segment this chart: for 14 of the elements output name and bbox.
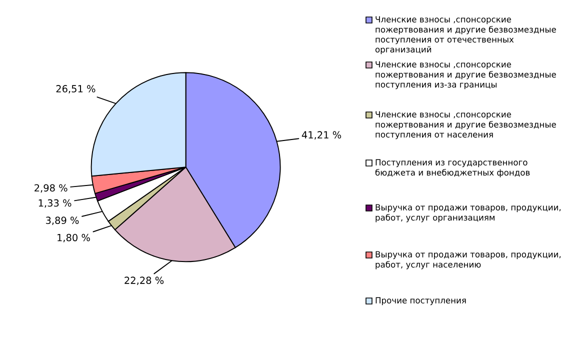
data-label: 2,98 % xyxy=(34,184,68,193)
data-label: 26,51 % xyxy=(56,85,96,94)
legend-label: Членские взносы ,спонсорские пожертвования и другие безвозмездные поступления от населения xyxy=(376,111,556,140)
data-label: 3,89 % xyxy=(46,216,79,226)
legend-label: Выручка от продажи товаров, продукции, работ, услуг организациям xyxy=(376,204,561,222)
legend-label: Прочие поступления xyxy=(376,297,466,306)
data-label: 41,21 % xyxy=(302,131,342,140)
legend-label: Поступления из государственного бюджета и внебюджетных фондов xyxy=(375,159,530,178)
legend-label: Членские взносы ,спонсорские пожертвования и другие безвозмездные поступления из-за границы xyxy=(376,61,556,90)
data-label: 22,28 % xyxy=(124,276,164,285)
legend-label: Членские взносы ,спонсорские пожертвования и другие безвозмездные поступления от отечественных организаций xyxy=(375,16,556,54)
data-label: 1,80 % xyxy=(58,234,90,242)
data-label: 1,33 % xyxy=(38,199,72,208)
legend-label: Выручка от продажи товаров, продукции, работ, услуг населению xyxy=(376,251,561,270)
